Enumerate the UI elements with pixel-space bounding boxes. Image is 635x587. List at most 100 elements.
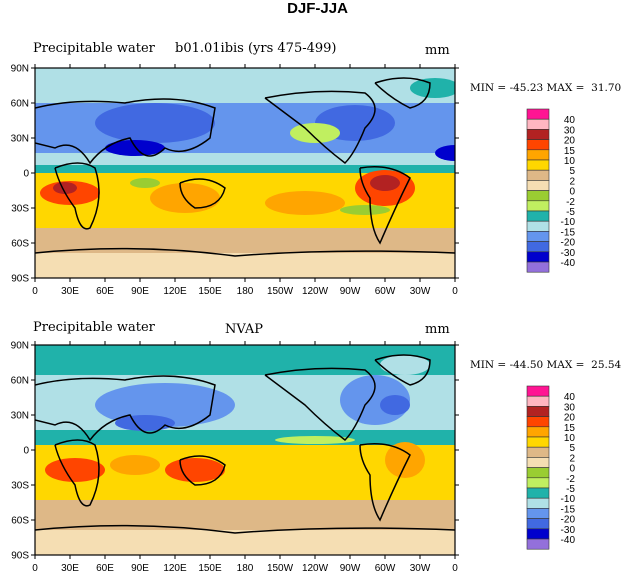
colorbar-box [526, 518, 550, 530]
contour-region [275, 436, 355, 444]
colorbar-box [526, 231, 550, 242]
contour-region [105, 140, 165, 156]
colorbar-label: -10 [561, 217, 576, 228]
colorbar-label: -40 [561, 535, 576, 546]
contour-region [435, 145, 455, 161]
colorbar-box [526, 487, 550, 499]
contour-region [290, 123, 340, 143]
lon-tick-label: 150W [267, 563, 294, 574]
colorbar-label: -10 [561, 494, 576, 505]
colorbar-label: 20 [564, 413, 576, 424]
lon-tick-label: 30W [410, 563, 431, 574]
panel-center-title: b01.01ibis (yrs 475-499) [175, 41, 337, 56]
contour-region [265, 191, 345, 215]
max-value: 25.54 [591, 359, 622, 371]
lon-tick-label: 0 [32, 563, 38, 574]
contour-region [35, 253, 455, 278]
contour-fill-layer [35, 68, 455, 278]
lon-tick-label: 150E [198, 563, 222, 574]
colorbar-box [526, 538, 550, 550]
contour-region [380, 355, 430, 375]
lon-tick-label: 60W [375, 563, 396, 574]
lon-tick-label: 60W [375, 286, 396, 297]
lon-tick-label: 120W [302, 563, 329, 574]
colorbar-label: -15 [561, 227, 576, 238]
lon-tick-label: 30W [410, 286, 431, 297]
colorbar-box [526, 139, 550, 151]
lat-tick-label: 0 [23, 169, 29, 180]
panel-units: mm [425, 43, 450, 58]
colorbar-label: -5 [566, 484, 575, 495]
lon-tick-label: 30E [61, 563, 79, 574]
lat-tick-label: 30N [11, 411, 29, 422]
colorbar-box [526, 180, 550, 191]
colorbar-box [526, 508, 550, 519]
lon-tick-label: 120W [302, 286, 329, 297]
contour-region [130, 178, 160, 188]
contour-region [53, 182, 77, 194]
colorbar-box [526, 467, 550, 479]
colorbar-label: 30 [564, 125, 576, 136]
nvap-panel: Precipitable water NVAP mm MIN = -44.50 … [0, 312, 635, 587]
lon-tick-label: 150E [198, 286, 222, 297]
lon-tick-label: 60E [96, 563, 114, 574]
colorbar-box [526, 446, 550, 458]
contour-region [340, 205, 390, 215]
lat-tick-label: 30S [11, 481, 29, 492]
colorbar-box [526, 426, 550, 438]
lat-tick-label: 60N [11, 376, 29, 387]
lon-tick-label: 90E [131, 286, 149, 297]
lon-tick-label: 180 [237, 563, 254, 574]
lat-tick-label: 90N [11, 64, 29, 75]
coastline [179, 455, 226, 486]
coastline [359, 443, 411, 522]
lat-tick-label: 90N [11, 341, 29, 352]
colorbar-box [526, 118, 550, 130]
colorbar-label: 2 [569, 453, 575, 464]
coastline [35, 375, 216, 442]
coastline [374, 77, 431, 109]
colorbar-label: -20 [561, 515, 576, 526]
panel-units: mm [425, 322, 450, 337]
colorbar-label: 2 [569, 176, 575, 187]
panel-left-title: Precipitable water [33, 41, 155, 56]
contour-region [370, 175, 400, 191]
coastline [35, 247, 455, 257]
colorbar-box [526, 528, 550, 540]
contour-fill-layer [35, 345, 455, 555]
colorbar-label: -15 [561, 504, 576, 515]
model-panel: Precipitable water b01.01ibis (yrs 475-4… [0, 35, 635, 310]
lat-tick-label: 60S [11, 516, 29, 527]
lon-tick-label: 150W [267, 286, 294, 297]
colorbar-label: 10 [564, 433, 576, 444]
colorbar-box [526, 159, 550, 171]
coastline [264, 90, 376, 164]
colorbar-box [526, 220, 550, 232]
min-value: -44.50 [509, 359, 544, 371]
lon-tick-label: 90W [340, 286, 361, 297]
max-value: 31.70 [591, 82, 622, 94]
lon-tick-label: 120E [163, 563, 187, 574]
coastline [264, 367, 376, 441]
colorbar-label: 10 [564, 156, 576, 167]
lon-tick-label: 60E [96, 286, 114, 297]
lat-tick-label: 60N [11, 99, 29, 110]
contour-region [35, 430, 455, 445]
colorbar-box [526, 129, 550, 140]
contour-region [95, 103, 215, 143]
min-label: MIN = [470, 359, 507, 371]
colorbar-box [526, 436, 550, 448]
colorbar-label: 0 [569, 187, 575, 198]
colorbar-label: -5 [566, 207, 575, 218]
panel-center-title: NVAP [225, 322, 264, 337]
contour-region [45, 458, 105, 482]
lon-tick-label: 0 [452, 563, 458, 574]
lat-tick-label: 90S [11, 274, 29, 285]
coastline [374, 354, 431, 386]
colorbar-box [526, 241, 550, 253]
lon-tick-label: 0 [452, 286, 458, 297]
lon-tick-label: 90E [131, 563, 149, 574]
colorbar-box [526, 416, 550, 428]
lat-tick-label: 0 [23, 446, 29, 457]
